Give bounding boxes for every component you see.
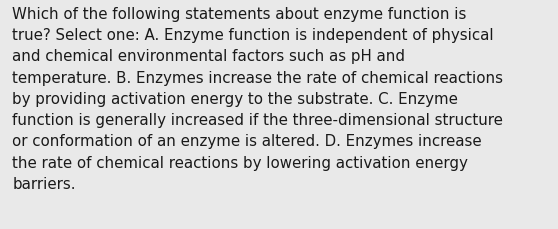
Text: Which of the following statements about enzyme function is
true? Select one: A. : Which of the following statements about … [12,7,503,191]
